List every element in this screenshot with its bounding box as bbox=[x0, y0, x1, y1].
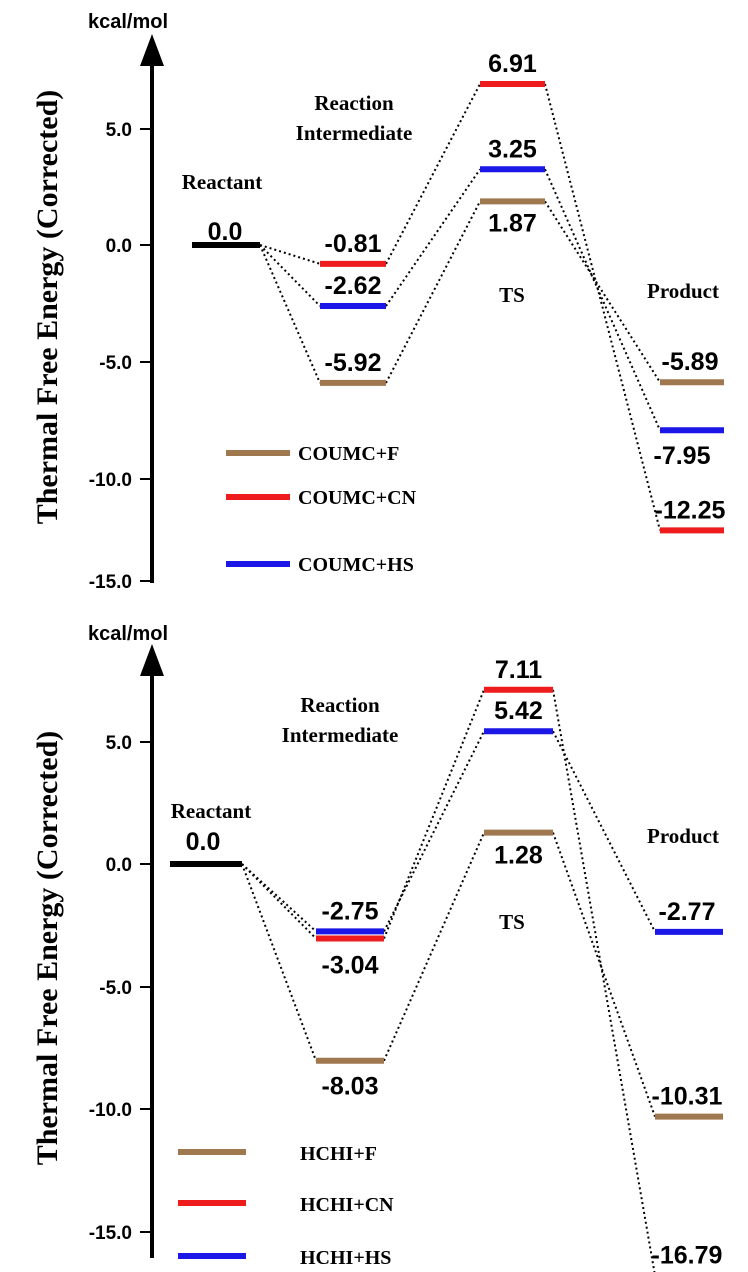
y-tick-label: -15.0 bbox=[89, 1223, 132, 1244]
unit-label: kcal/mol bbox=[88, 11, 168, 33]
panel-coumc: kcal/mol 5.0 0.0 -5.0 -10.0 -15.0 Therma… bbox=[31, 11, 726, 593]
data-label: 5.42 bbox=[494, 697, 543, 725]
stage-label-product: Product bbox=[647, 824, 719, 848]
energy-levels: 0.0 -8.03 1.28 -10.31 -3.04 7.11 -16.79 -2.75 5.… bbox=[170, 656, 723, 1272]
stage-label-intermediate-line1: Reaction bbox=[314, 91, 394, 115]
y-tick-label: -15.0 bbox=[89, 572, 132, 593]
legend-label: HCHI+HS bbox=[300, 1247, 391, 1269]
y-tick-label: -5.0 bbox=[99, 978, 132, 999]
stage-label-ts: TS bbox=[499, 910, 525, 934]
data-label: -3.04 bbox=[322, 951, 379, 979]
legend-item-hs: HCHI+HS bbox=[178, 1247, 391, 1269]
data-label-reactant: 0.0 bbox=[186, 828, 221, 856]
data-label: -2.62 bbox=[325, 272, 382, 300]
data-label: -5.89 bbox=[662, 348, 719, 376]
data-label: -16.79 bbox=[652, 1241, 723, 1269]
y-tick-label: 5.0 bbox=[106, 733, 132, 754]
legend-item-cn: COUMC+CN bbox=[226, 487, 417, 509]
connector-line bbox=[383, 730, 485, 932]
stage-label-product: Product bbox=[647, 279, 719, 303]
connector-line bbox=[544, 200, 661, 383]
connector-line bbox=[552, 730, 656, 933]
connector-line bbox=[383, 832, 485, 1062]
connector-line bbox=[385, 168, 481, 307]
connector-line bbox=[385, 83, 481, 265]
y-tick-neg15: -15.0 bbox=[89, 1223, 152, 1244]
y-tick-neg15: -15.0 bbox=[89, 572, 152, 593]
data-label: 3.25 bbox=[488, 135, 537, 163]
data-label: -0.81 bbox=[325, 230, 382, 258]
legend: COUMC+F COUMC+CN COUMC+HS bbox=[226, 443, 417, 576]
stage-label-reactant: Reactant bbox=[171, 799, 251, 823]
data-label: 7.11 bbox=[495, 656, 542, 684]
stage-label-ts: TS bbox=[499, 283, 525, 307]
legend-item-hs: COUMC+HS bbox=[226, 554, 414, 576]
y-tick-5: 5.0 bbox=[106, 120, 152, 141]
y-tick-label: 0.0 bbox=[106, 236, 132, 257]
legend-label: COUMC+F bbox=[298, 443, 399, 465]
y-tick-neg10: -10.0 bbox=[89, 470, 152, 491]
y-axis-title: Thermal Free Energy (Corrected) bbox=[31, 731, 64, 1166]
connector-line bbox=[259, 244, 321, 307]
unit-label: kcal/mol bbox=[88, 623, 168, 645]
data-label: 1.87 bbox=[488, 209, 537, 237]
legend-item-f: COUMC+F bbox=[226, 443, 399, 465]
y-axis-title: Thermal Free Energy (Corrected) bbox=[31, 90, 64, 525]
connector-line bbox=[383, 689, 485, 939]
y-tick-label: -10.0 bbox=[89, 1100, 132, 1121]
data-label: -2.75 bbox=[322, 897, 379, 925]
legend-label: COUMC+HS bbox=[298, 554, 414, 576]
data-label-reactant: 0.0 bbox=[208, 218, 243, 246]
legend: HCHI+F HCHI+CN HCHI+HS bbox=[178, 1143, 394, 1269]
connector-line bbox=[241, 863, 317, 933]
y-tick-label: -5.0 bbox=[99, 353, 132, 374]
legend-label: HCHI+CN bbox=[300, 1194, 394, 1216]
stage-label-intermediate-line2: Intermediate bbox=[282, 723, 399, 747]
data-label: 6.91 bbox=[488, 50, 537, 78]
y-axis-arrow bbox=[140, 34, 164, 66]
data-label: -12.25 bbox=[655, 496, 726, 524]
connector-line bbox=[385, 200, 481, 384]
legend-item-f: HCHI+F bbox=[178, 1143, 377, 1165]
legend-label: COUMC+CN bbox=[298, 487, 417, 509]
data-label: -10.31 bbox=[652, 1083, 723, 1111]
connector-line bbox=[544, 168, 661, 431]
connector-line bbox=[259, 244, 321, 265]
y-tick-label: 5.0 bbox=[106, 120, 132, 141]
y-tick-5: 5.0 bbox=[106, 733, 152, 754]
stage-label-reactant: Reactant bbox=[182, 170, 262, 194]
y-tick-neg5: -5.0 bbox=[99, 978, 152, 999]
data-label: -8.03 bbox=[322, 1073, 379, 1101]
legend-item-cn: HCHI+CN bbox=[178, 1194, 394, 1216]
energy-levels: 0.0 -5.92 1.87 -5.89 -0.81 6.91 -12.25 -2.62 3.2… bbox=[192, 50, 726, 534]
y-tick-neg10: -10.0 bbox=[89, 1100, 152, 1121]
stage-label-intermediate-line1: Reaction bbox=[300, 693, 380, 717]
connector-line bbox=[544, 83, 661, 531]
data-label: -2.77 bbox=[659, 898, 716, 926]
stage-label-intermediate-line2: Intermediate bbox=[296, 121, 413, 145]
data-label: 1.28 bbox=[494, 842, 543, 870]
data-label: -7.95 bbox=[654, 442, 711, 470]
y-axis-arrow bbox=[140, 644, 164, 676]
data-label: -5.92 bbox=[325, 349, 382, 377]
y-tick-label: 0.0 bbox=[106, 855, 132, 876]
legend-label: HCHI+F bbox=[300, 1143, 377, 1165]
y-tick-neg5: -5.0 bbox=[99, 353, 152, 374]
connector-line bbox=[259, 244, 321, 384]
y-tick-0: 0.0 bbox=[106, 236, 152, 257]
y-tick-label: -10.0 bbox=[89, 470, 132, 491]
connector-line bbox=[552, 689, 656, 1272]
connector-line bbox=[241, 863, 317, 1062]
connector-line bbox=[552, 832, 656, 1117]
panel-hchi: kcal/mol 5.0 0.0 -5.0 -10.0 -15.0 Therma… bbox=[31, 623, 723, 1272]
y-tick-0: 0.0 bbox=[106, 855, 152, 876]
